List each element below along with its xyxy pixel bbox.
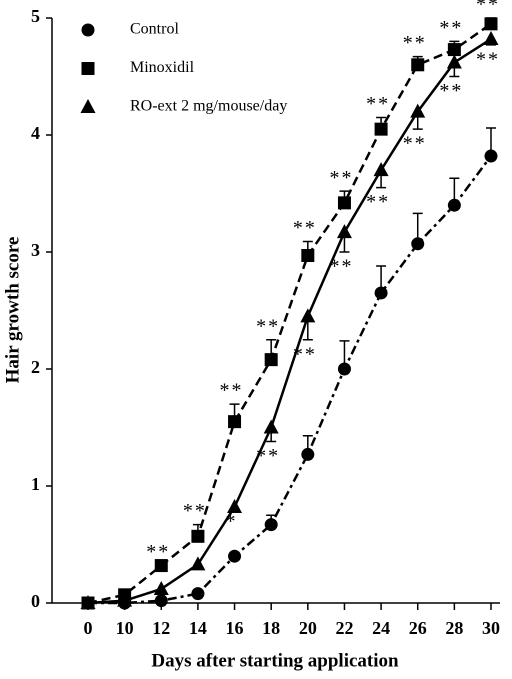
y-tick-label: 1	[31, 474, 40, 494]
data-point	[374, 122, 388, 136]
x-tick-label: 22	[335, 618, 353, 638]
significance-label: *	[226, 511, 238, 533]
data-point	[228, 549, 242, 563]
y-axis-title: Hair growth score	[2, 237, 23, 384]
significance-label: **	[293, 343, 317, 365]
significance-label: **	[256, 315, 280, 337]
significance-label: **	[366, 191, 390, 213]
data-point	[301, 249, 315, 263]
data-point	[190, 556, 206, 571]
data-point	[264, 518, 278, 532]
data-point	[447, 198, 461, 212]
x-tick-label: 28	[445, 618, 463, 638]
significance-label: **	[293, 217, 317, 239]
data-point	[411, 237, 425, 251]
data-point	[411, 58, 425, 72]
y-tick-label: 3	[31, 240, 40, 260]
data-point	[80, 595, 96, 609]
data-point	[301, 447, 315, 461]
legend-marker	[81, 62, 95, 75]
significance-label: **	[329, 167, 353, 189]
significance-label: **	[329, 256, 353, 278]
x-tick-label: 16	[226, 618, 244, 638]
legend-marker	[80, 99, 96, 113]
series-line	[88, 155, 493, 605]
significance-label: **	[403, 32, 427, 54]
data-point	[373, 162, 389, 177]
x-tick-label: 24	[372, 618, 390, 638]
data-point	[117, 592, 133, 607]
x-tick-label: 18	[262, 618, 280, 638]
data-point	[227, 499, 243, 514]
data-point	[191, 587, 205, 601]
data-point	[228, 415, 242, 429]
significance-label: **	[220, 380, 244, 402]
significance-label: **	[146, 541, 170, 563]
x-tick-label: 30	[482, 618, 500, 638]
y-tick-label: 0	[31, 591, 40, 611]
data-point	[300, 308, 316, 323]
legend-label: Control	[130, 21, 179, 38]
significance-label: **	[476, 0, 500, 16]
legend-label: RO-ext 2 mg/mouse/day	[130, 98, 287, 115]
data-point	[410, 103, 426, 118]
y-tick-label: 4	[31, 123, 40, 143]
data-point	[483, 31, 499, 46]
data-point	[484, 17, 498, 31]
data-point	[484, 149, 498, 163]
series-line	[87, 38, 492, 605]
data-point	[154, 559, 168, 573]
data-point	[447, 43, 461, 57]
significance-label: **	[439, 17, 463, 39]
significance-label: **	[256, 445, 280, 467]
x-tick-label: 26	[409, 618, 427, 638]
significance-label: **	[439, 80, 463, 102]
x-tick-label: 10	[116, 618, 134, 638]
data-point	[374, 286, 388, 300]
significance-label: **	[366, 93, 390, 115]
data-point	[446, 54, 462, 69]
x-tick-label: 0	[84, 618, 93, 638]
legend-label: Minoxidil	[130, 59, 195, 76]
data-point	[154, 594, 168, 608]
data-point	[336, 224, 352, 239]
y-tick-label: 5	[31, 6, 40, 26]
data-point	[191, 529, 205, 543]
data-point	[337, 362, 351, 376]
x-tick-label: 12	[152, 618, 170, 638]
legend-marker	[81, 23, 95, 37]
significance-label: **	[183, 500, 207, 522]
data-point	[153, 580, 169, 595]
y-tick-label: 2	[31, 357, 40, 377]
data-point	[337, 196, 351, 210]
data-point	[263, 419, 279, 434]
x-tick-label: 20	[299, 618, 317, 638]
significance-label: **	[476, 49, 500, 71]
data-point	[264, 353, 278, 367]
x-axis-title: Days after starting application	[151, 650, 399, 671]
x-tick-label: 14	[189, 618, 207, 638]
significance-label: **	[403, 133, 427, 155]
